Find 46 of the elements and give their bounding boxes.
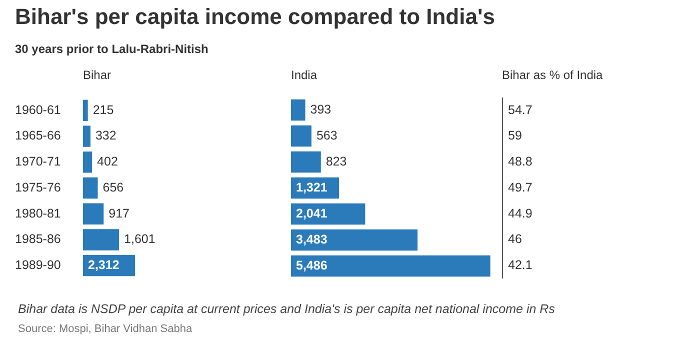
- data-label: 823: [326, 154, 347, 168]
- y-tick-label: 1989-90: [15, 258, 61, 272]
- bar: [83, 126, 90, 147]
- data-label: 917: [108, 206, 130, 220]
- bar: [291, 151, 321, 173]
- legend-title: Bihar as % of India: [502, 68, 603, 82]
- bar: [291, 229, 418, 251]
- data-label: 48.8: [508, 154, 532, 169]
- bar: [83, 100, 88, 122]
- data-label: 5,486: [296, 258, 328, 272]
- data-label: 332: [95, 128, 116, 143]
- y-tick-label: 1985-86: [15, 232, 61, 246]
- bar: [83, 203, 104, 224]
- legend-title: Bihar: [83, 68, 112, 82]
- data-label: 393: [310, 102, 332, 116]
- source-note: Source: Mospi, Bihar Vidhan Sabha: [18, 323, 192, 335]
- text: Bihar's per capita income compared to India's: [15, 4, 495, 30]
- legend-title: India: [291, 68, 318, 82]
- y-tick-label: 1975-76: [15, 180, 61, 194]
- bar: [291, 255, 490, 277]
- data-label: 563: [316, 128, 338, 142]
- bar: [83, 177, 98, 199]
- bar: [291, 125, 312, 147]
- data-label: 2,312: [88, 258, 120, 272]
- data-label: 3,483: [296, 232, 328, 246]
- data-label: 1,321: [296, 180, 328, 194]
- y-tick-label: 1965-66: [15, 128, 61, 143]
- chart-subtitle: 30 years prior to Lalu-Rabri-Nitish: [15, 42, 208, 56]
- bar: [291, 99, 306, 121]
- bar: [83, 229, 120, 250]
- y-tick-label: 1960-61: [15, 102, 61, 117]
- bar: [83, 152, 92, 173]
- data-label: 46: [508, 232, 522, 246]
- data-label: 54.7: [508, 102, 532, 117]
- data-label: 215: [92, 102, 114, 117]
- data-label: 402: [97, 154, 118, 169]
- data-label: 1,601: [124, 232, 156, 246]
- text: Bihar data is NSDP per capita at current prices and India's is per capita net national income in Rs: [18, 302, 555, 316]
- data-label: 44.9: [508, 206, 532, 220]
- data-label: 59: [508, 128, 522, 143]
- data-label: 49.7: [508, 180, 532, 194]
- data-label: 2,041: [296, 206, 328, 220]
- y-tick-label: 1980-81: [15, 206, 61, 220]
- y-tick-label: 1970-71: [15, 154, 61, 169]
- data-label: 656: [102, 180, 124, 194]
- data-label: 42.1: [508, 258, 532, 272]
